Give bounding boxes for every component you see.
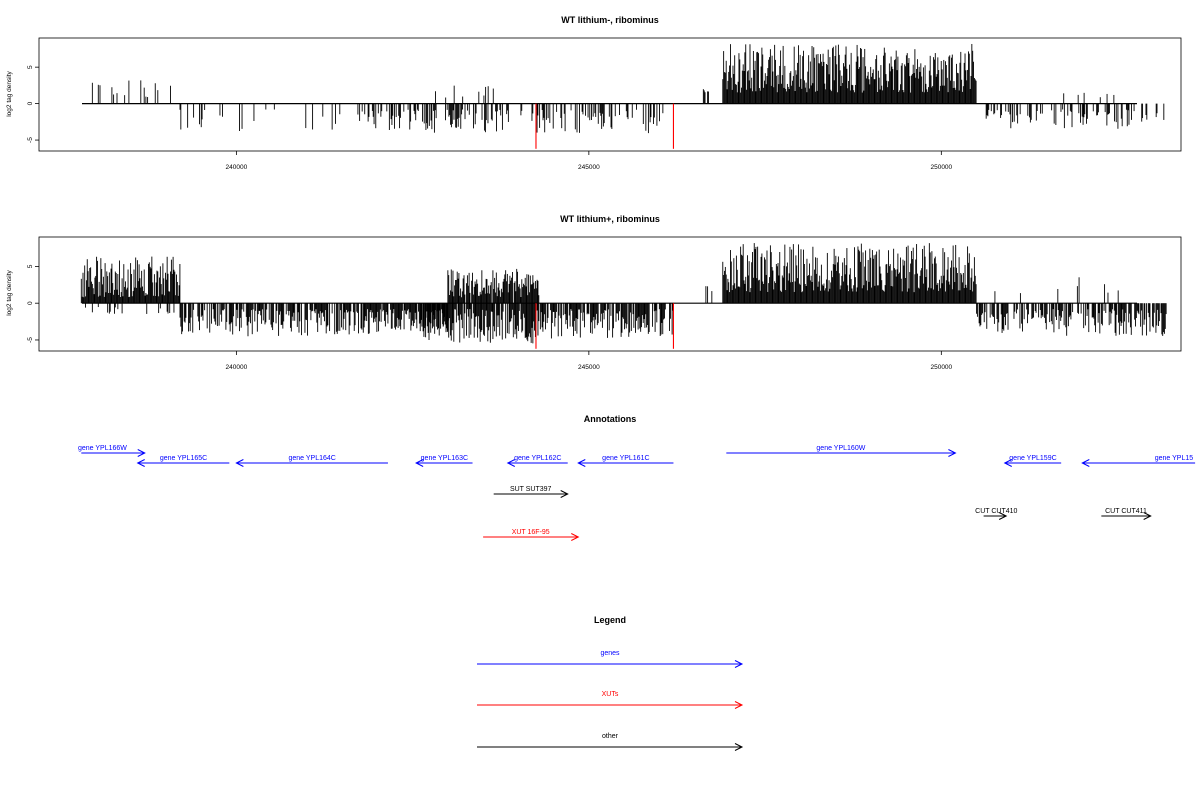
feature-label: CUT CUT410 xyxy=(975,508,1017,515)
arrowhead xyxy=(1003,459,1012,467)
feature-gene-ypl165c: gene YPL165C xyxy=(136,455,230,467)
feature-label: gene YPL164C xyxy=(288,455,335,462)
feature-label: gene YPL160W xyxy=(816,445,865,452)
panel-top-frame xyxy=(38,37,1182,152)
arrowhead xyxy=(734,701,744,709)
arrowhead xyxy=(415,459,424,467)
feature-label: SUT SUT397 xyxy=(510,486,552,493)
feature-label: gene YPL159C xyxy=(1009,455,1056,462)
feature-label: CUT CUT411 xyxy=(1105,508,1147,515)
x-tick-label: 240000 xyxy=(226,364,248,371)
arrowhead xyxy=(577,459,586,467)
arrowhead xyxy=(235,459,244,467)
panel-top-marks xyxy=(82,43,1165,149)
feature-label: gene YPL166W xyxy=(78,445,127,452)
annotation-features: gene YPL166W gene YPL165C gene YPL164C gene… xyxy=(78,445,1196,541)
legend-item-other: other xyxy=(477,733,744,751)
arrowhead xyxy=(998,512,1008,520)
legend-item-xuts: XUTs xyxy=(477,691,744,709)
feature-gene-ypl161c: gene YPL161C xyxy=(577,455,674,467)
y-tick-label: 5 xyxy=(27,264,34,268)
legend-panel: Legend genes XUTs other xyxy=(477,615,744,751)
x-tick-label: 250000 xyxy=(930,164,952,171)
x-tick-label: 245000 xyxy=(578,164,600,171)
arrowhead xyxy=(506,459,516,467)
annotations-title: Annotations xyxy=(584,414,637,424)
feature-gene-ypl159c: gene YPL159C xyxy=(1003,455,1062,467)
arrowhead xyxy=(137,449,146,457)
feature-label: gene YPL163C xyxy=(421,455,468,462)
panel-top-ylabel: log2 tag density xyxy=(6,70,13,116)
arrowhead xyxy=(1081,459,1090,467)
feature-gene-ypl160w: gene YPL160W xyxy=(726,445,957,457)
feature-label: gene YPL161C xyxy=(602,455,649,462)
y-tick-label: 0 xyxy=(27,301,34,305)
y-tick-label: 5 xyxy=(27,65,34,69)
feature-cut-cut411: CUT CUT411 xyxy=(1101,508,1152,520)
panel-bottom-title: WT lithium+, ribominus xyxy=(560,214,660,224)
y-tick-label: -5 xyxy=(27,337,34,343)
x-tick-label: 245000 xyxy=(578,364,600,371)
panel-bottom-marks xyxy=(80,243,1167,349)
feature-sut-sut397: SUT SUT397 xyxy=(493,486,569,498)
arrowhead xyxy=(734,743,744,751)
feature-gene-ypl164c: gene YPL164C xyxy=(235,455,388,467)
legend-label: XUTs xyxy=(602,691,619,698)
x-tick-label: 250000 xyxy=(930,364,952,371)
y-tick-label: -5 xyxy=(27,137,34,143)
feature-cut-cut410: CUT CUT410 xyxy=(975,508,1018,520)
panel-top: WT lithium-, ribominus log2 tag density … xyxy=(6,15,1182,171)
panel-top-title: WT lithium-, ribominus xyxy=(561,15,659,25)
legend-items: genes XUTs other xyxy=(477,650,744,751)
panel-bottom-ylabel: log2 tag density xyxy=(6,269,13,315)
feature-gene-ypl15: gene YPL15 xyxy=(1081,455,1196,467)
arrowhead xyxy=(560,490,569,498)
y-tick-label: 0 xyxy=(27,101,34,105)
legend-label: genes xyxy=(600,650,620,657)
panel-top-axes: -5 0 5 240000 245000 250000 xyxy=(27,65,953,171)
arrowhead xyxy=(734,660,744,668)
feature-gene-ypl162c: gene YPL162C xyxy=(506,455,568,467)
arrowhead xyxy=(1143,512,1152,520)
legend-label: other xyxy=(602,733,619,740)
feature-label: gene YPL162C xyxy=(514,455,561,462)
feature-label: gene YPL165C xyxy=(160,455,207,462)
legend-title: Legend xyxy=(594,615,626,625)
arrowhead xyxy=(948,449,957,457)
feature-gene-ypl166w: gene YPL166W xyxy=(78,445,146,457)
feature-label: gene YPL15 xyxy=(1155,455,1194,462)
x-tick-label: 240000 xyxy=(226,164,248,171)
feature-xut-16f-95: XUT 16F-95 xyxy=(483,529,580,541)
feature-gene-ypl163c: gene YPL163C xyxy=(415,455,473,467)
panel-bottom-frame xyxy=(38,236,1182,352)
arrowhead xyxy=(571,533,580,541)
arrowhead xyxy=(136,459,145,467)
panel-bottom: WT lithium+, ribominus log2 tag density … xyxy=(6,214,1182,371)
feature-label: XUT 16F-95 xyxy=(512,529,550,536)
panel-bottom-axes: -5 0 5 240000 245000 250000 xyxy=(27,264,953,371)
legend-item-genes: genes xyxy=(477,650,744,668)
